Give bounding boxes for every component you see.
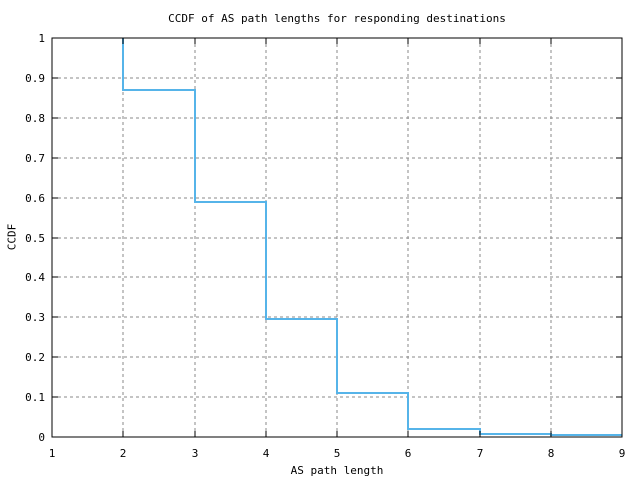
x-tick-label: 9	[619, 447, 626, 460]
ccdf-step-curve	[122, 38, 622, 436]
y-tick-label: 0.1	[25, 391, 45, 404]
y-tick-label: 0.9	[25, 72, 45, 85]
y-tick-label: 0.8	[25, 112, 45, 125]
y-tick-label: 0	[38, 431, 45, 444]
chart-title: CCDF of AS path lengths for responding d…	[168, 12, 506, 25]
x-tick-label: 2	[120, 447, 127, 460]
y-tick-label: 1	[38, 32, 45, 45]
x-tick-label: 3	[192, 447, 199, 460]
y-tick-label: 0.4	[25, 271, 45, 284]
x-tick-label: 4	[263, 447, 270, 460]
x-axis-label: AS path length	[290, 464, 384, 477]
x-tick-label: 1	[49, 447, 56, 460]
y-tick-label: 0.6	[25, 192, 45, 205]
y-tick-label: 0.5	[25, 232, 45, 245]
y-tick-label: 0.7	[25, 152, 45, 165]
y-tick-label: 0.2	[25, 351, 45, 364]
x-tick-label: 5	[334, 447, 341, 460]
x-tick-label: 8	[548, 447, 555, 460]
y-tick-label: 0.3	[25, 311, 45, 324]
x-tick-label: 6	[405, 447, 412, 460]
x-tick-label: 7	[477, 447, 484, 460]
